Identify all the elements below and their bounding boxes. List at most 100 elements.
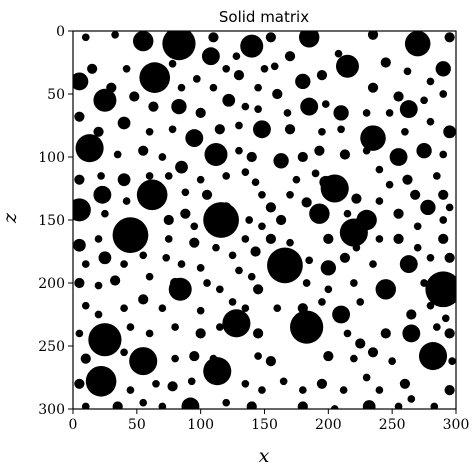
solid-grain [189, 237, 200, 248]
solid-grain [74, 111, 85, 122]
solid-grain [253, 284, 264, 295]
solid-grain [362, 146, 371, 155]
y-tick-label: 300 [38, 402, 65, 418]
solid-grain [241, 235, 250, 243]
solid-grain [406, 309, 417, 320]
solid-grain [283, 109, 292, 117]
solid-grain [314, 145, 325, 156]
solid-grain [98, 251, 112, 265]
solid-grain [369, 260, 377, 268]
solid-grain [193, 75, 201, 83]
solid-grain [355, 338, 366, 349]
solid-grain [215, 285, 224, 294]
x-tick-label: 100 [187, 417, 214, 433]
solid-grain [295, 73, 311, 90]
solid-grain [258, 386, 266, 394]
solid-grain [302, 279, 311, 287]
solid-grain [430, 402, 439, 409]
solid-grain [438, 189, 449, 200]
solid-grain [298, 386, 307, 394]
solid-grain [222, 64, 231, 73]
solid-grain [439, 150, 448, 159]
solid-grain [94, 310, 103, 319]
chart-title: Solid matrix [219, 8, 309, 26]
solid-grain [362, 400, 376, 409]
solid-grain [246, 151, 257, 163]
solid-grain [298, 31, 320, 48]
x-tick-label: 300 [443, 417, 470, 433]
solid-grain [258, 222, 266, 231]
x-tick-label: 150 [251, 417, 278, 433]
solid-grain [284, 124, 296, 135]
solid-grain [275, 214, 287, 226]
solid-grain [337, 125, 345, 134]
y-tick-label: 100 [38, 150, 65, 166]
solid-grain [367, 347, 379, 358]
solid-grain [87, 63, 98, 74]
solid-grain [138, 294, 149, 305]
solid-grain [402, 324, 421, 343]
solid-grain [393, 91, 404, 102]
solid-grain [195, 107, 206, 119]
solid-grain [254, 105, 262, 113]
solid-grain [290, 310, 324, 344]
solid-grain [74, 277, 85, 289]
solid-grain [196, 306, 205, 315]
solid-grain [158, 402, 167, 409]
solid-grain [222, 93, 236, 107]
solid-grain [350, 354, 358, 363]
solid-grain [350, 279, 358, 287]
solid-grain [273, 153, 289, 169]
solid-grain [162, 253, 171, 262]
solid-grain [190, 222, 199, 231]
solid-grain [120, 260, 128, 268]
solid-grain [241, 304, 250, 313]
solid-grain [316, 69, 328, 81]
solid-grain [168, 277, 192, 301]
solid-grain [388, 357, 396, 365]
solid-grain [435, 61, 451, 77]
solid-grain [75, 329, 84, 338]
solid-grain [267, 247, 303, 284]
solid-grain [272, 88, 283, 100]
solid-grain [177, 260, 186, 268]
solid-grain [323, 233, 334, 245]
solid-grain [167, 381, 178, 392]
solid-grain [292, 175, 301, 184]
solid-grain [203, 279, 211, 287]
solid-grain [362, 109, 371, 117]
solid-grain [441, 314, 450, 323]
solid-grain [94, 235, 103, 243]
solid-grain [284, 51, 296, 62]
plot-area [72, 30, 457, 410]
solid-grain [228, 251, 237, 260]
solid-grain [80, 353, 91, 364]
solid-grain [139, 62, 171, 93]
solid-grain [426, 117, 435, 126]
solid-grain [426, 301, 435, 310]
solid-grain [122, 64, 131, 73]
solid-grain [318, 127, 326, 136]
solid-grain [265, 356, 276, 367]
solid-grain [273, 304, 282, 313]
solid-grain [403, 67, 412, 76]
solid-grain [94, 281, 103, 290]
solid-grain [333, 105, 349, 121]
solid-grain [235, 121, 243, 130]
solid-grain [399, 378, 411, 389]
solid-grain [413, 222, 422, 231]
solid-grain [145, 272, 154, 281]
y-tick-label: 0 [56, 24, 65, 40]
solid-grain [88, 323, 122, 357]
solid-grain [209, 83, 218, 92]
solid-grain [73, 238, 86, 252]
solid-grain [158, 304, 167, 313]
solid-grain [245, 216, 254, 224]
solid-grain [339, 252, 351, 263]
solid-grain [129, 91, 140, 102]
solid-grain [122, 197, 131, 205]
solid-grain [254, 83, 262, 92]
solid-grain [203, 202, 239, 238]
solid-grain [433, 172, 441, 180]
solid-grain [136, 179, 168, 211]
